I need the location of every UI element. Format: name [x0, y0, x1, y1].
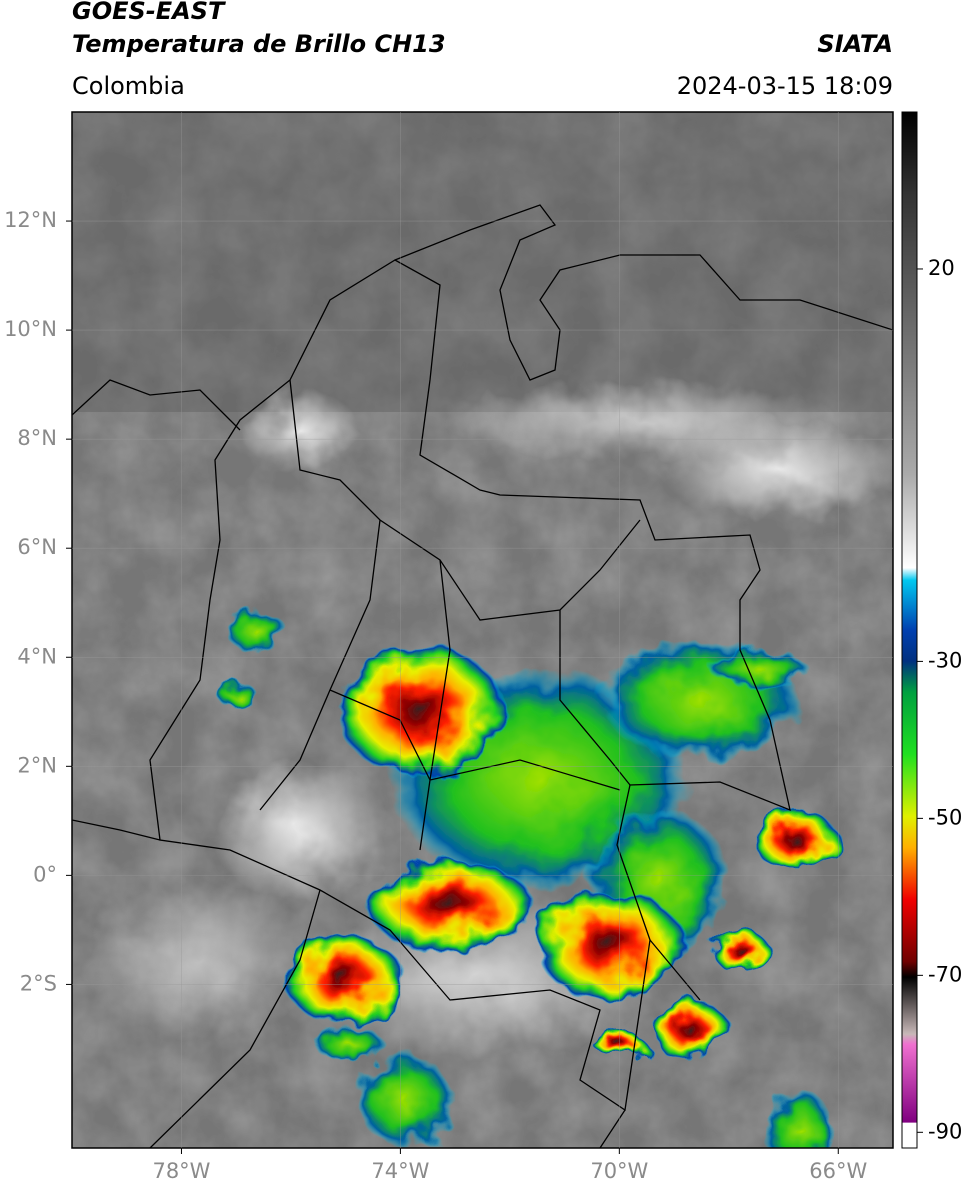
- lat-tick-label: 2°N: [17, 753, 57, 777]
- lon-tick-label: 66°W: [809, 1159, 867, 1183]
- lat-tick-label: 6°N: [17, 535, 57, 559]
- lat-tick-label: 10°N: [4, 317, 57, 341]
- source: SIATA: [817, 30, 893, 58]
- lat-tick-label: 4°N: [17, 644, 57, 668]
- map-frame: [71, 111, 894, 1149]
- colorbar-label: -30: [928, 648, 962, 672]
- colorbar: [901, 111, 918, 1149]
- colorbar-label: -50: [928, 805, 962, 829]
- lat-tick-label: 8°N: [17, 426, 57, 450]
- title: GOES-EAST: [72, 0, 226, 25]
- colorbar-label: -70: [928, 962, 962, 986]
- datetime: 2024-03-15 18:09: [677, 72, 893, 100]
- coastline: [72, 204, 893, 1148]
- colorbar-label: 20: [928, 256, 955, 280]
- lon-tick-label: 70°W: [590, 1159, 648, 1183]
- lat-tick-label: 0°: [33, 862, 57, 886]
- region: Colombia: [72, 72, 185, 100]
- lon-tick-label: 74°W: [371, 1159, 429, 1183]
- lat-tick-label: 2°S: [20, 971, 57, 995]
- colombia-border: [149, 259, 791, 1112]
- lat-tick-label: 12°N: [4, 208, 57, 232]
- colorbar-label: -90: [928, 1119, 962, 1143]
- internal-borders: [259, 379, 641, 851]
- subtitle: Temperatura de Brillo CH13: [72, 30, 446, 58]
- satellite-image: [72, 112, 893, 1148]
- lon-tick-label: 78°W: [152, 1159, 210, 1183]
